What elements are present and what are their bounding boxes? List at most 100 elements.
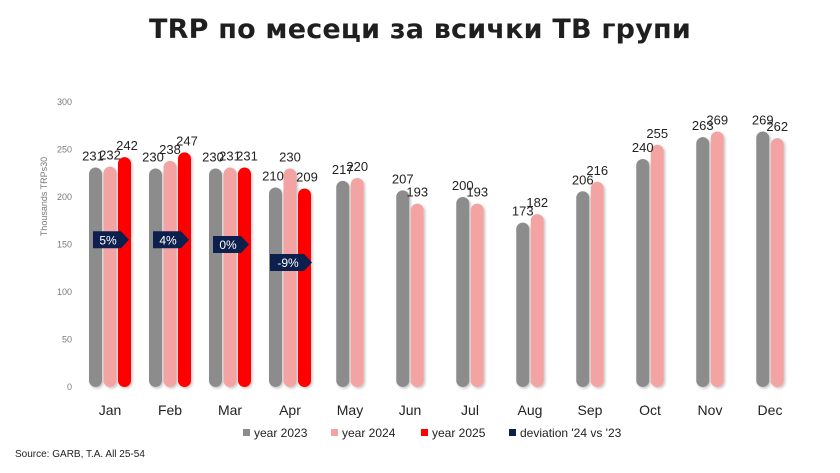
data-label: 220 xyxy=(346,159,368,174)
data-label: 173 xyxy=(512,204,534,219)
bar-year-2024-jun xyxy=(410,203,424,387)
deviation-marker-mar xyxy=(213,236,249,253)
bar-year-2023-mar xyxy=(209,168,222,387)
y-tick-label: 0 xyxy=(67,382,72,392)
y-tick-label: 250 xyxy=(57,145,72,155)
data-label: 209 xyxy=(296,169,318,184)
category-label-may: May xyxy=(337,402,363,418)
data-label: 182 xyxy=(526,195,548,210)
data-label: 210 xyxy=(262,169,284,184)
legend-label: year 2024 xyxy=(342,426,396,440)
deviation-label: 4% xyxy=(159,233,177,247)
data-label: 247 xyxy=(176,133,198,148)
y-tick-label: 200 xyxy=(57,192,72,202)
bar-year-2024-oct xyxy=(650,144,664,387)
data-label: 231 xyxy=(82,149,104,164)
data-labels: 2312322422302382472302312312102302092172… xyxy=(82,112,788,218)
data-label: 242 xyxy=(116,138,138,153)
bar-year-2023-feb xyxy=(149,168,162,387)
bar-year-2024-mar xyxy=(223,167,237,387)
data-label: 207 xyxy=(392,171,414,186)
legend-label: year 2023 xyxy=(254,426,308,440)
data-label: 238 xyxy=(159,142,181,157)
bars xyxy=(89,131,784,387)
x-axis-categories: Jan Feb Mar Apr May Jun Jul Aug Sep Oct Nov Dec xyxy=(99,402,783,418)
legend-swatch xyxy=(331,429,338,436)
bar-year-2023-jul xyxy=(456,197,470,387)
category-label-feb: Feb xyxy=(158,402,182,418)
data-label: 230 xyxy=(142,150,164,165)
bar-year-2023-aug xyxy=(516,222,530,387)
deviation-label: 0% xyxy=(219,238,237,252)
data-label: 231 xyxy=(219,149,241,164)
data-label: 269 xyxy=(706,112,728,127)
legend: year 2023 year 2024 year 2025 deviation '24… xyxy=(243,426,622,440)
data-label: 217 xyxy=(332,162,354,177)
bar-year-2024-apr xyxy=(283,168,297,387)
category-label-jul: Jul xyxy=(461,402,479,418)
legend-label: deviation '24 vs '23 xyxy=(520,426,622,440)
legend-swatch xyxy=(421,429,428,436)
bar-year-2023-nov xyxy=(696,137,710,387)
bar-year-2023-oct xyxy=(636,159,650,387)
legend-label: year 2025 xyxy=(432,426,486,440)
source-note: Source: GARB, T.A. All 25-54 xyxy=(15,449,145,460)
data-label: 269 xyxy=(752,112,774,127)
bar-year-2023-dec xyxy=(756,131,770,387)
data-label: 200 xyxy=(452,178,474,193)
chart-title: TRP по месеци за всички ТВ групи xyxy=(149,14,691,45)
bar-year-2023-may xyxy=(336,180,350,387)
deviation-label: -9% xyxy=(277,256,299,270)
category-label-aug: Aug xyxy=(518,402,543,418)
bar-year-2024-may xyxy=(350,178,364,387)
category-label-dec: Dec xyxy=(758,402,783,418)
category-label-oct: Oct xyxy=(639,402,661,418)
category-label-apr: Apr xyxy=(279,402,301,418)
category-label-mar: Mar xyxy=(218,402,242,418)
category-label-jun: Jun xyxy=(399,402,422,418)
bar-year-2025-apr xyxy=(298,188,311,387)
bar-year-2024-aug xyxy=(530,214,544,387)
y-axis: 0 50 100 150 200 250 300 Thousands TRPs30 xyxy=(39,97,72,392)
data-label: 232 xyxy=(99,148,121,163)
deviation-marker-jan xyxy=(93,231,129,249)
y-tick-label: 50 xyxy=(62,335,72,345)
bar-year-2023-jan xyxy=(89,167,102,387)
bar-year-2023-jun xyxy=(396,190,410,387)
bar-year-2024-feb xyxy=(163,160,177,387)
legend-swatch xyxy=(509,429,516,436)
bar-year-2023-sep xyxy=(576,191,590,387)
data-label: 262 xyxy=(766,119,788,134)
y-tick-label: 300 xyxy=(57,97,72,107)
deviation-marker-apr xyxy=(270,254,312,272)
y-tick-label: 150 xyxy=(57,240,72,250)
category-label-jan: Jan xyxy=(99,402,122,418)
data-label: 230 xyxy=(202,150,224,165)
category-label-nov: Nov xyxy=(698,402,723,418)
data-label: 231 xyxy=(236,149,258,164)
data-label: 216 xyxy=(586,163,608,178)
data-label: 255 xyxy=(646,126,668,141)
deviation-label: 5% xyxy=(99,233,117,247)
bar-year-2023-apr xyxy=(269,187,282,387)
bar-year-2025-feb xyxy=(178,152,191,387)
legend-swatch xyxy=(243,429,250,436)
category-label-sep: Sep xyxy=(578,402,603,418)
data-label: 263 xyxy=(692,118,714,133)
bar-year-2025-mar xyxy=(238,167,251,387)
deviation-marker-feb xyxy=(153,231,189,249)
bar-year-2024-jul xyxy=(470,203,484,387)
bar-year-2025-jan xyxy=(118,157,131,387)
bar-year-2024-dec xyxy=(770,138,784,387)
data-label: 206 xyxy=(572,172,594,187)
bar-year-2024-nov xyxy=(710,131,724,387)
deviation-markers: 5% 4% 0% -9% xyxy=(93,231,312,272)
y-axis-label: Thousands TRPs30 xyxy=(39,157,49,236)
y-tick-label: 100 xyxy=(57,287,72,297)
data-label: 240 xyxy=(632,140,654,155)
bar-year-2024-jan xyxy=(103,166,117,387)
data-label: 230 xyxy=(279,150,301,165)
data-label: 193 xyxy=(406,185,428,200)
data-label: 193 xyxy=(466,185,488,200)
